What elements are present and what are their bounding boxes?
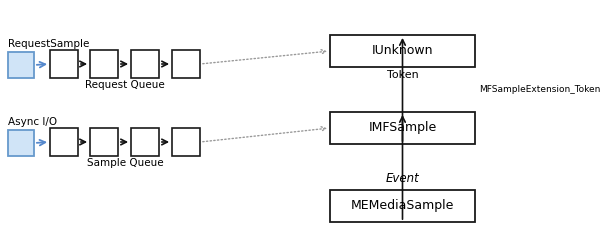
Bar	[330, 35, 475, 67]
Text: MEMediaSample: MEMediaSample	[351, 200, 454, 212]
Text: Async I/O: Async I/O	[8, 117, 57, 127]
Text: IUnknown: IUnknown	[372, 44, 433, 58]
Text: Request Queue: Request Queue	[85, 80, 165, 90]
Bar	[50, 50, 78, 78]
Text: MFSampleExtension_Token: MFSampleExtension_Token	[479, 85, 600, 94]
Bar	[50, 128, 78, 156]
Bar	[172, 128, 200, 156]
Bar	[90, 128, 118, 156]
Bar	[131, 128, 159, 156]
Text: IMFSample: IMFSample	[368, 121, 436, 135]
Text: Token: Token	[386, 70, 418, 80]
Text: Event: Event	[386, 172, 419, 185]
Bar	[8, 130, 34, 156]
Bar	[172, 50, 200, 78]
Bar	[90, 50, 118, 78]
Text: Sample Queue: Sample Queue	[87, 158, 163, 168]
Bar	[131, 50, 159, 78]
Bar	[330, 190, 475, 222]
Text: RequestSample: RequestSample	[8, 39, 90, 49]
Bar	[8, 52, 34, 78]
Bar	[330, 112, 475, 144]
